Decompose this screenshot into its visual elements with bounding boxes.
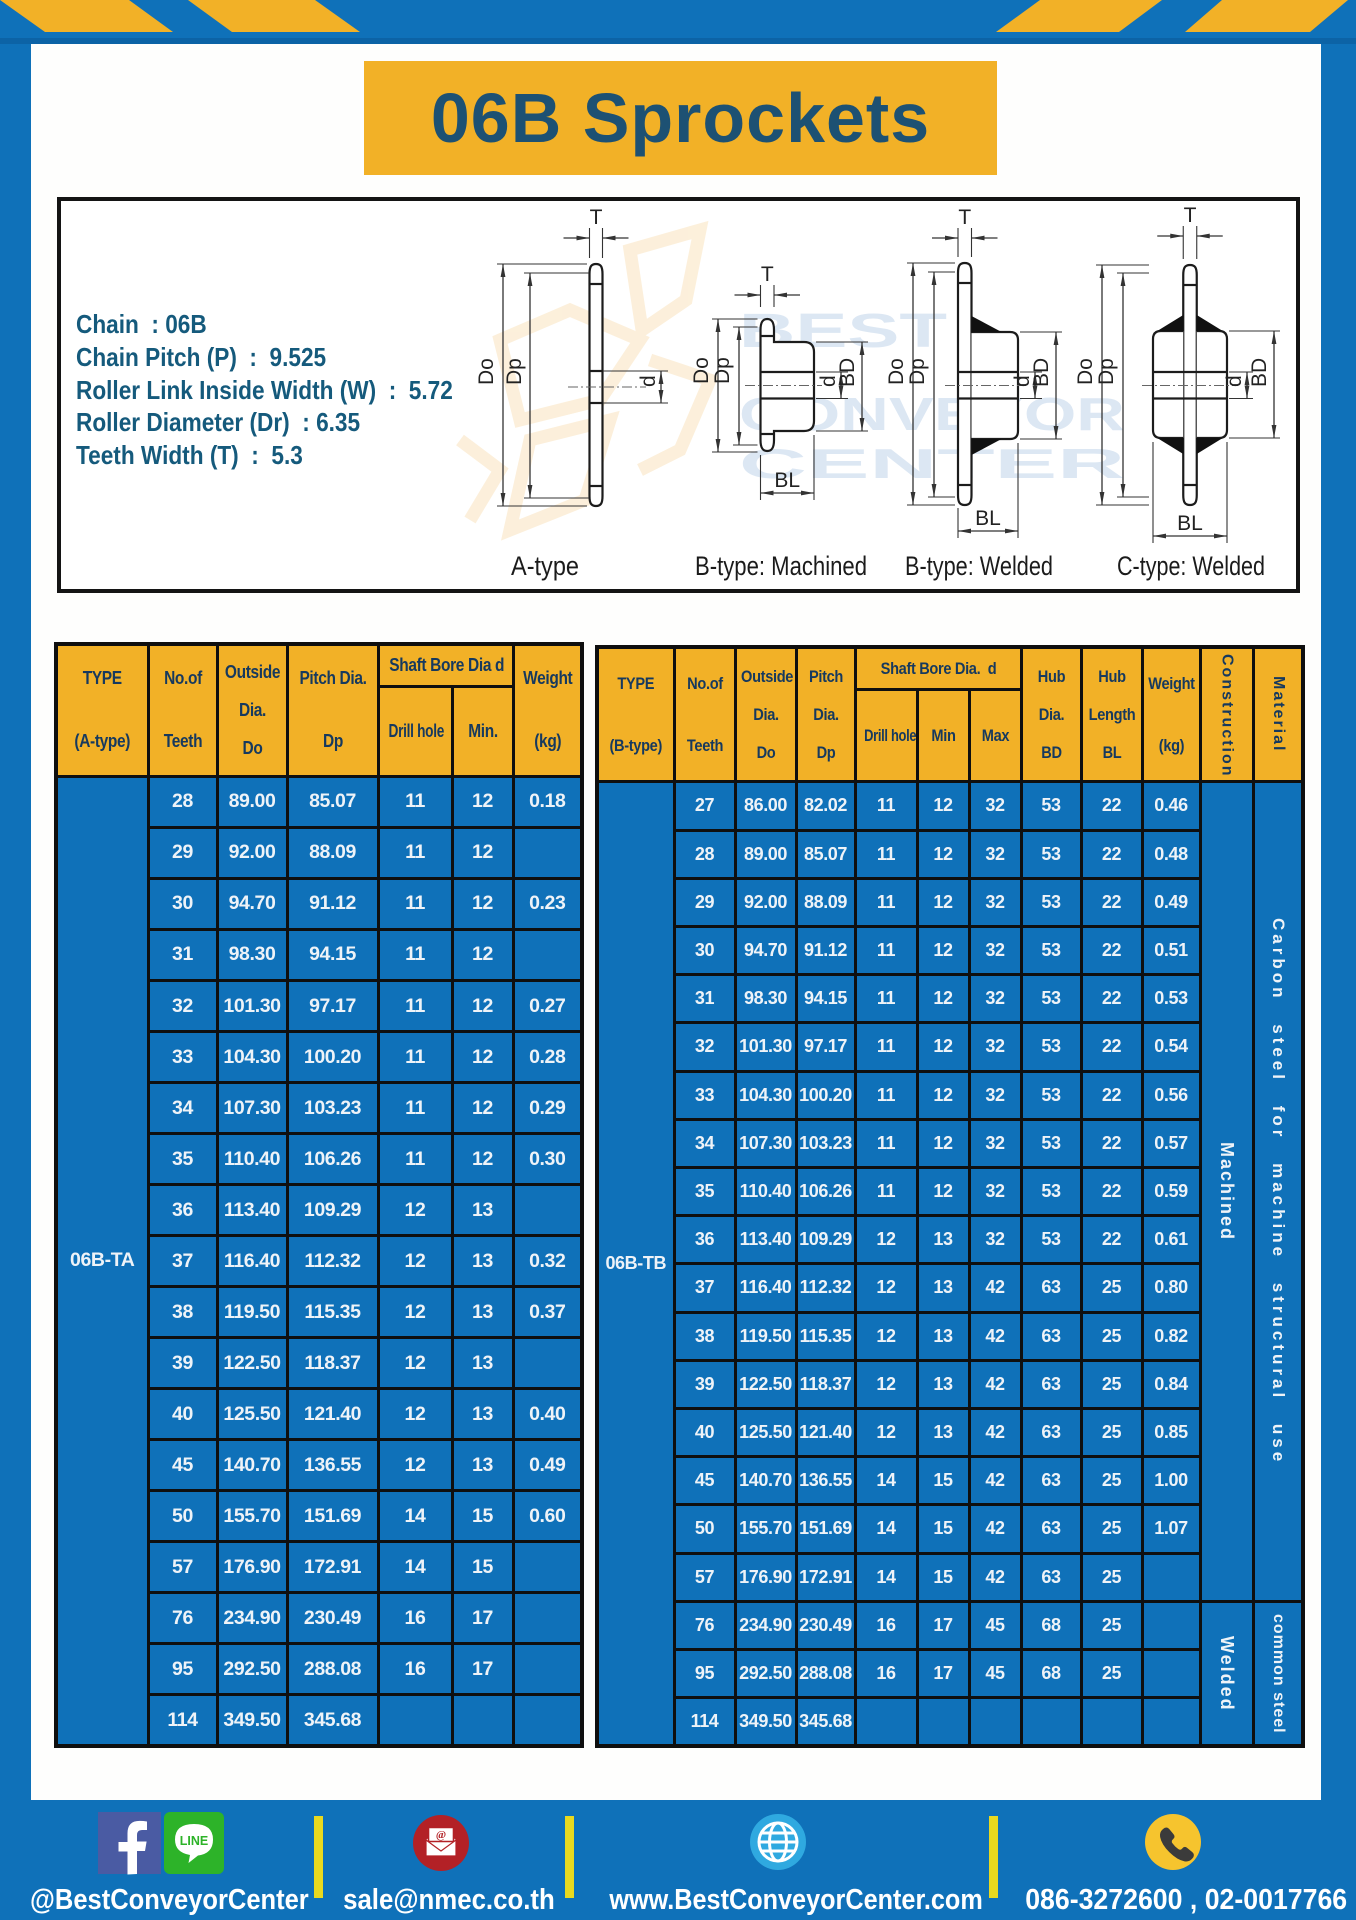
svg-text:T: T xyxy=(590,206,603,229)
svg-text:d: d xyxy=(817,375,840,387)
svg-text:Dp: Dp xyxy=(1095,358,1118,385)
svg-text:C-type: Welded: C-type: Welded xyxy=(1117,551,1265,581)
svg-text:Dp: Dp xyxy=(906,358,929,385)
svg-text:A-type: A-type xyxy=(511,551,579,581)
svg-text:d: d xyxy=(637,375,660,387)
svg-text:BD: BD xyxy=(1030,358,1053,387)
svg-text:@: @ xyxy=(436,1829,446,1841)
svg-text:Dp: Dp xyxy=(711,357,734,384)
svg-text:Do: Do xyxy=(475,358,498,385)
svg-text:LINE: LINE xyxy=(180,1834,208,1848)
svg-text:BL: BL xyxy=(975,507,1001,530)
svg-text:T: T xyxy=(1184,204,1197,227)
svg-text:CENTER: CENTER xyxy=(739,440,1125,487)
svg-text:B-type: Machined: B-type: Machined xyxy=(695,551,867,581)
svg-text:B-type: Welded: B-type: Welded xyxy=(905,551,1053,581)
svg-text:T: T xyxy=(761,263,774,286)
svg-text:T: T xyxy=(958,206,971,229)
svg-text:Dp: Dp xyxy=(503,358,526,385)
svg-text:Do: Do xyxy=(1074,358,1097,385)
svg-text:d: d xyxy=(1011,375,1034,387)
svg-text:BD: BD xyxy=(836,358,859,387)
svg-text:Do: Do xyxy=(690,357,713,384)
svg-text:d: d xyxy=(1223,375,1246,387)
svg-text:BL: BL xyxy=(1177,512,1203,535)
svg-text:Do: Do xyxy=(885,358,908,385)
svg-text:BD: BD xyxy=(1248,358,1271,387)
svg-text:BL: BL xyxy=(774,469,800,492)
